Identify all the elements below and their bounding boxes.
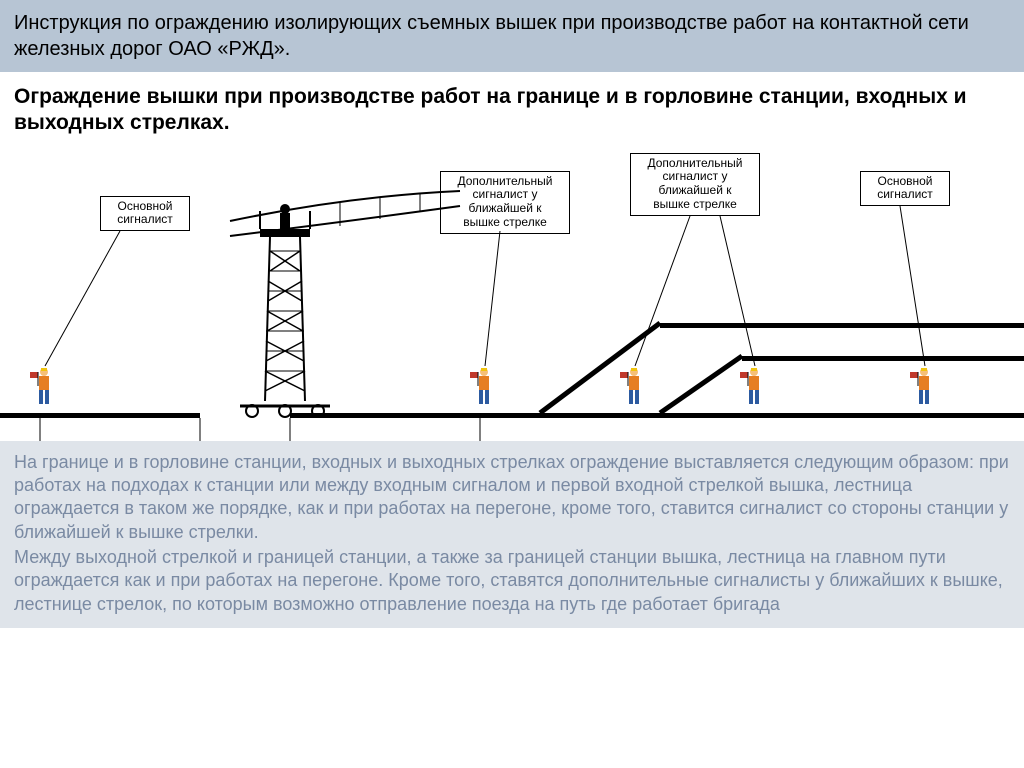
footer-paragraph-2: Между выходной стрелкой и границей станц… xyxy=(14,546,1010,616)
worker-main-2 xyxy=(910,366,938,406)
footer-paragraph-1: На границе и в горловине станции, входны… xyxy=(14,451,1010,545)
label-text: Дополнительныйсигналист уближайшей квышк… xyxy=(647,156,742,211)
label-main-signalman-1: Основнойсигналист xyxy=(100,196,190,232)
track-mid xyxy=(742,356,1024,361)
subtitle-text: Ограждение вышки при производстве работ … xyxy=(14,85,967,134)
track-main-right xyxy=(290,413,1024,418)
worker-main-1 xyxy=(30,366,58,406)
header-text: Инструкция по ограждению изолирующих съе… xyxy=(14,12,969,60)
label-text: Основнойсигналист xyxy=(117,199,173,227)
page-header: Инструкция по ограждению изолирующих съе… xyxy=(0,0,1024,72)
footer-text-block: На границе и в горловине станции, входны… xyxy=(0,441,1024,629)
label-main-signalman-2: Основнойсигналист xyxy=(860,171,950,207)
label-add-signalman-1: Дополнительныйсигналист уближайшей квышк… xyxy=(440,171,570,234)
label-text: Основнойсигналист xyxy=(877,174,933,202)
label-text: Дополнительныйсигналист уближайшей квышк… xyxy=(457,174,552,229)
worker-add-1 xyxy=(470,366,498,406)
insulated-tower-icon xyxy=(230,201,360,421)
subtitle: Ограждение вышки при производстве работ … xyxy=(0,72,1024,141)
diagram-area: Основнойсигналист Дополнительныйсигналис… xyxy=(0,141,1024,441)
label-add-signalman-2: Дополнительныйсигналист уближайшей квышк… xyxy=(630,153,760,216)
worker-add-3 xyxy=(740,366,768,406)
track-main-left xyxy=(0,413,200,418)
track-upper xyxy=(660,323,1024,328)
worker-add-2 xyxy=(620,366,648,406)
